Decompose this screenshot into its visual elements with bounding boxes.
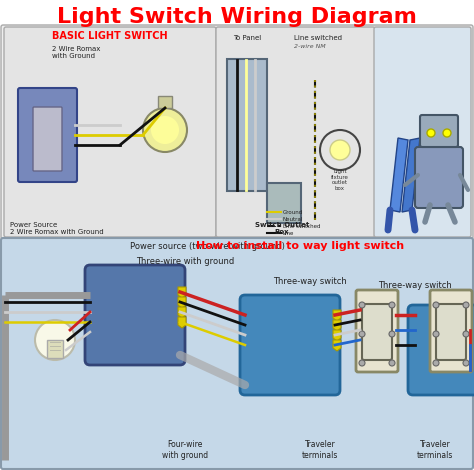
Text: To Panel: To Panel	[233, 35, 261, 41]
Circle shape	[35, 320, 75, 360]
FancyBboxPatch shape	[415, 147, 463, 208]
Polygon shape	[178, 307, 186, 318]
FancyBboxPatch shape	[18, 88, 77, 182]
Circle shape	[433, 302, 439, 308]
FancyBboxPatch shape	[362, 304, 392, 360]
Text: How to install to way light switch: How to install to way light switch	[196, 241, 404, 251]
FancyBboxPatch shape	[240, 295, 340, 395]
Polygon shape	[333, 330, 341, 341]
Circle shape	[433, 360, 439, 366]
Text: Traveler
terminals: Traveler terminals	[417, 440, 453, 460]
Text: 2-wire NM: 2-wire NM	[294, 44, 326, 48]
FancyBboxPatch shape	[158, 96, 172, 108]
Polygon shape	[333, 320, 341, 331]
Circle shape	[359, 331, 365, 337]
Text: BASIC LIGHT SWITCH: BASIC LIGHT SWITCH	[52, 31, 168, 41]
FancyBboxPatch shape	[85, 265, 185, 365]
Circle shape	[389, 331, 395, 337]
Text: 2 Wire Romax
with Ground: 2 Wire Romax with Ground	[52, 46, 100, 58]
Text: Line switched: Line switched	[283, 224, 320, 228]
Polygon shape	[333, 340, 341, 351]
Polygon shape	[178, 297, 186, 308]
FancyBboxPatch shape	[430, 290, 472, 372]
FancyBboxPatch shape	[1, 25, 473, 239]
Text: Three-wire with ground: Three-wire with ground	[136, 258, 234, 266]
Text: Power source (two-wire with ground): Power source (two-wire with ground)	[130, 242, 285, 251]
Text: Light
fixture
outlet
box: Light fixture outlet box	[331, 169, 349, 191]
FancyBboxPatch shape	[408, 305, 474, 395]
Text: Four-wire
with ground: Four-wire with ground	[162, 440, 208, 460]
FancyBboxPatch shape	[267, 183, 301, 223]
Text: Switch Outlet
Box: Switch Outlet Box	[255, 221, 309, 235]
Circle shape	[359, 360, 365, 366]
FancyBboxPatch shape	[356, 290, 398, 372]
Text: Light Switch Wiring Diagram: Light Switch Wiring Diagram	[57, 7, 417, 27]
Text: Three-way switch: Three-way switch	[273, 277, 347, 287]
Circle shape	[143, 108, 187, 152]
Text: Power Source
2 Wire Romax with Ground: Power Source 2 Wire Romax with Ground	[10, 221, 104, 235]
Polygon shape	[178, 317, 186, 328]
Circle shape	[463, 331, 469, 337]
Circle shape	[389, 360, 395, 366]
Polygon shape	[390, 138, 408, 212]
FancyBboxPatch shape	[216, 27, 375, 237]
Circle shape	[389, 302, 395, 308]
Text: Neutral: Neutral	[283, 217, 303, 221]
Text: Traveler
terminals: Traveler terminals	[302, 440, 338, 460]
Text: Line: Line	[283, 230, 294, 235]
FancyBboxPatch shape	[47, 340, 63, 358]
FancyBboxPatch shape	[4, 27, 216, 237]
Circle shape	[151, 116, 179, 144]
FancyBboxPatch shape	[374, 27, 471, 237]
FancyBboxPatch shape	[33, 107, 62, 171]
Circle shape	[443, 129, 451, 137]
FancyBboxPatch shape	[227, 59, 267, 191]
Circle shape	[433, 331, 439, 337]
FancyBboxPatch shape	[436, 304, 466, 360]
Polygon shape	[402, 138, 420, 212]
Circle shape	[427, 129, 435, 137]
Text: Three-way switch: Three-way switch	[378, 281, 452, 290]
Circle shape	[463, 302, 469, 308]
FancyBboxPatch shape	[1, 238, 473, 469]
Circle shape	[330, 140, 350, 160]
Circle shape	[463, 360, 469, 366]
Polygon shape	[333, 310, 341, 321]
FancyBboxPatch shape	[420, 115, 458, 147]
Polygon shape	[178, 287, 186, 298]
Text: Line switched: Line switched	[294, 35, 342, 41]
Text: Ground: Ground	[283, 210, 303, 214]
Circle shape	[359, 302, 365, 308]
